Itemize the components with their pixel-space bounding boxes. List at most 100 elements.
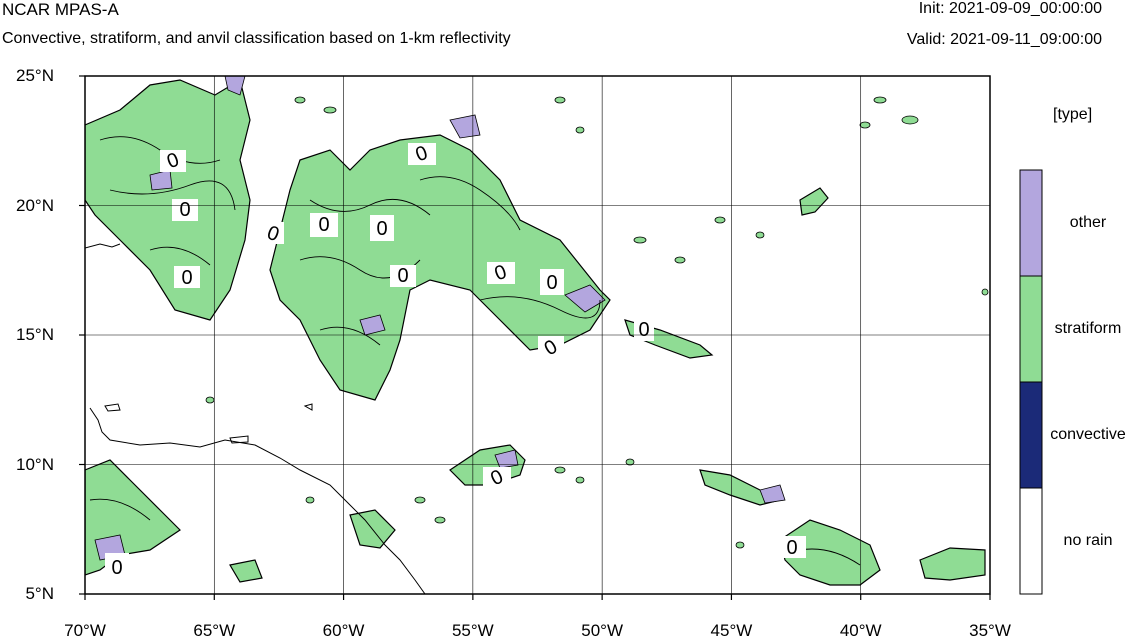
contour-label-box <box>105 553 129 579</box>
contour-label-box <box>160 150 186 172</box>
lat-tick-label: 20°N <box>16 195 54 215</box>
cell <box>414 496 426 504</box>
lat-tick-label: 5°N <box>25 584 54 603</box>
cell <box>434 516 446 524</box>
lat-tick-label: 25°N <box>16 66 54 85</box>
lon-tick-label: 45°W <box>710 621 753 640</box>
stratiform-area <box>229 559 263 583</box>
contour-line <box>319 326 381 346</box>
stratiform-area <box>85 79 251 321</box>
lon-tick-label: 55°W <box>451 621 494 640</box>
legend-swatch <box>1019 381 1043 489</box>
lat-tick-label: 15°N <box>16 325 54 344</box>
contour-line <box>419 176 521 231</box>
other-areas <box>94 76 786 561</box>
cell <box>305 496 315 504</box>
contour-label-box <box>174 266 200 288</box>
contour-label-box <box>483 467 511 489</box>
legend-label: no rain <box>1063 532 1113 549</box>
contour-label-box <box>540 269 564 295</box>
contour-line <box>309 198 431 216</box>
figure-subtitle: Convective, stratiform, and anvil classi… <box>2 30 511 47</box>
coastlines <box>85 243 426 594</box>
other-area <box>359 314 386 336</box>
contour-label-box <box>310 213 338 237</box>
cell <box>901 115 919 125</box>
lon-tick-label: 65°W <box>193 621 236 640</box>
contour-line <box>109 180 236 211</box>
cell <box>714 216 726 224</box>
contour-label-box <box>778 536 806 558</box>
contour-label-box <box>487 262 515 284</box>
other-area <box>494 449 519 469</box>
valid-time: Valid: 2021-09-11_09:00:00 <box>906 31 1102 48</box>
contour-line <box>479 296 601 319</box>
contour-label: 0 <box>181 267 192 289</box>
contour-label-box <box>262 222 284 244</box>
contour-label-box <box>538 336 564 358</box>
contour-label: 0 <box>376 218 387 240</box>
cell <box>981 288 989 296</box>
legend-label: other <box>1069 214 1107 231</box>
contour-label-box <box>408 143 436 165</box>
cell <box>625 458 635 466</box>
contour-label: 0 <box>111 557 122 579</box>
legend-swatch <box>1019 487 1043 595</box>
other-area <box>564 284 606 313</box>
stratiform-areas <box>85 79 986 586</box>
coastline <box>89 407 426 594</box>
coastline <box>104 403 121 412</box>
cell <box>575 476 585 484</box>
legend-title: [type] <box>1053 106 1093 123</box>
isolated-cells <box>205 96 989 549</box>
stratiform-area <box>269 134 611 401</box>
lon-tick-label: 50°W <box>581 621 624 640</box>
lon-tick-label: 60°W <box>322 621 365 640</box>
contour-label: 0 <box>786 537 797 559</box>
cell <box>554 466 566 474</box>
cell <box>735 541 745 549</box>
coastline <box>229 435 249 444</box>
legend-label: convective <box>1050 426 1126 443</box>
contour-label-box <box>172 199 198 221</box>
cell <box>859 121 871 129</box>
cell <box>294 96 306 104</box>
lon-tick-label: 70°W <box>64 621 106 640</box>
cell <box>554 96 566 104</box>
map-field: 0 0 0 0 0 0 0 0 0 0 0 0 0 0 <box>85 76 989 594</box>
other-area <box>224 76 246 96</box>
contour-line <box>149 246 211 266</box>
other-area <box>449 114 481 139</box>
cell <box>575 126 585 134</box>
stratiform-area <box>799 187 829 216</box>
contour-label: 0 <box>546 272 557 294</box>
contour-label: 0 <box>638 319 649 341</box>
cell <box>323 106 337 114</box>
legend-swatch <box>1019 275 1043 383</box>
contour-line <box>89 498 151 521</box>
legend-colorbar <box>1019 169 1043 595</box>
legend-label: stratiform <box>1054 320 1122 337</box>
init-time: Init: 2021-09-09_00:00:00 <box>918 0 1102 17</box>
contour-label: 0 <box>397 265 408 287</box>
coastline <box>85 243 121 249</box>
coastline <box>303 403 313 411</box>
legend-swatch <box>1019 169 1043 277</box>
contour-label: 0 <box>318 214 329 236</box>
stratiform-area <box>919 547 986 581</box>
cell <box>633 236 647 244</box>
cell <box>674 256 686 264</box>
contour-label-box <box>390 265 416 287</box>
cell <box>755 231 765 239</box>
figure-title: NCAR MPAS-A <box>2 0 119 19</box>
cell <box>205 396 215 404</box>
lon-tick-label: 35°W <box>969 621 1011 640</box>
gridlines <box>85 76 990 594</box>
tick-marks <box>79 75 991 600</box>
contour-label: 0 <box>179 199 190 221</box>
cell <box>873 96 887 104</box>
other-area <box>759 484 786 504</box>
contour-label-box <box>370 215 394 241</box>
lon-tick-label: 40°W <box>839 621 882 640</box>
